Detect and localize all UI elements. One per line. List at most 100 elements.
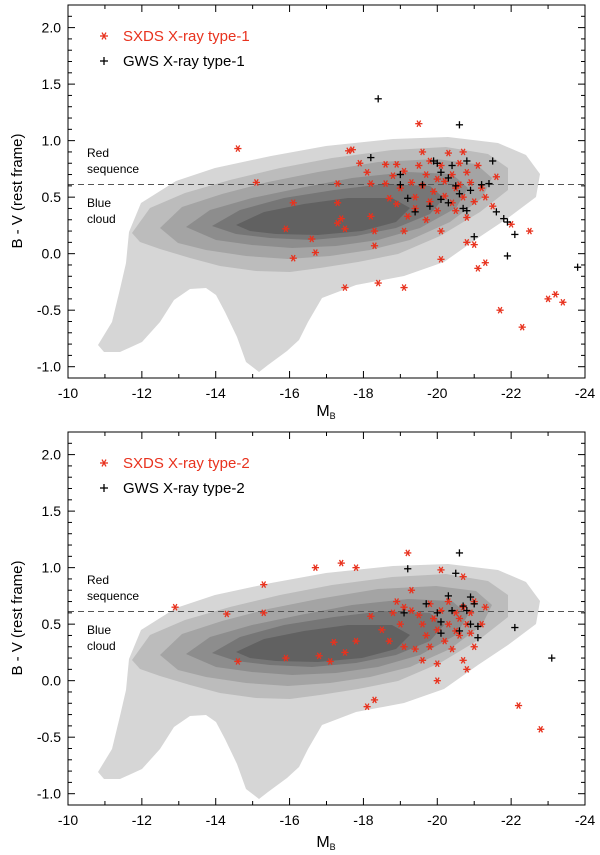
sxds-point xyxy=(289,254,297,262)
legend-label-sxds: SXDS X-ray type-1 xyxy=(123,28,250,45)
gws-point xyxy=(455,549,464,557)
sxds-point xyxy=(311,564,320,572)
sxds-point xyxy=(400,227,408,235)
sxds-point xyxy=(411,193,419,201)
sxds-point xyxy=(474,264,482,272)
gws-point xyxy=(444,592,452,600)
gws-point xyxy=(448,606,456,615)
sxds-point xyxy=(333,219,342,227)
sxds-point xyxy=(404,549,412,557)
gws-point xyxy=(503,252,512,260)
gws-point xyxy=(437,629,445,637)
sxds-point xyxy=(260,609,268,617)
x-tick-label: -16 xyxy=(279,812,299,828)
sxds-point xyxy=(470,241,478,249)
sxds-point xyxy=(444,620,452,628)
galaxy-density-contours xyxy=(98,564,540,799)
sxds-point xyxy=(455,632,464,639)
sxds-point xyxy=(441,177,449,185)
sxds-point xyxy=(381,160,390,168)
sxds-point xyxy=(429,188,438,195)
x-tick-label: -24 xyxy=(575,385,595,401)
sxds-point xyxy=(481,259,489,267)
x-tick-label: -18 xyxy=(353,385,373,401)
x-tick-label: -10 xyxy=(58,385,78,401)
x-tick-label: -22 xyxy=(501,385,521,401)
sxds-point xyxy=(393,160,401,168)
gws-point xyxy=(503,218,512,226)
sxds-point xyxy=(260,581,268,589)
sxds-point xyxy=(370,696,379,704)
sxds-point xyxy=(448,645,456,653)
gws-point xyxy=(455,121,464,129)
sxds-point xyxy=(415,611,423,619)
gws-point xyxy=(548,654,556,662)
legend-marker-sxds xyxy=(100,32,108,40)
sxds-point xyxy=(352,564,360,572)
sxds-point xyxy=(551,290,560,298)
y-tick-label: -1.0 xyxy=(37,359,61,375)
sxds-point xyxy=(363,703,371,711)
gws-point xyxy=(500,215,508,223)
sxds-point xyxy=(171,603,179,611)
sxds-point xyxy=(526,227,534,235)
gws-point xyxy=(470,233,478,241)
legend-marker-gws xyxy=(100,484,108,492)
sxds-point xyxy=(537,725,545,733)
gws-point xyxy=(426,202,434,210)
density-contour-level-6 xyxy=(236,625,410,662)
gws-point xyxy=(437,195,445,204)
y-tick-label: 1.0 xyxy=(42,560,62,576)
red-sequence-label-line1: Red xyxy=(87,573,109,587)
sxds-point xyxy=(400,284,408,292)
sxds-point xyxy=(455,159,464,167)
y-axis-title: B - V (rest frame) xyxy=(9,560,26,675)
sxds-point xyxy=(341,225,349,233)
y-tick-label: 0.0 xyxy=(42,246,62,262)
sxds-point xyxy=(407,586,416,594)
sxds-point xyxy=(470,198,478,206)
legend-asterisk-icon xyxy=(100,32,108,40)
sxds-point xyxy=(426,198,434,206)
sxds-point xyxy=(252,179,260,186)
sxds-point xyxy=(441,192,449,200)
y-tick-label: -0.5 xyxy=(37,302,61,318)
sxds-point xyxy=(311,249,320,256)
y-axis-title: B - V (rest frame) xyxy=(9,133,26,248)
gws-point xyxy=(396,181,404,189)
top-panel: -10 -12 -14 -16 -18 -20 -22 -24 -1.0 -0.5 0.0 0.5 1.… xyxy=(9,4,595,421)
gws-point xyxy=(367,153,375,162)
red-sequence-label-line1: Red xyxy=(87,146,109,160)
sxds-point xyxy=(407,179,416,186)
y-tick-label: 1.5 xyxy=(42,503,62,519)
legend-marker-gws xyxy=(100,57,108,65)
sxds-point xyxy=(418,148,427,156)
legend: SXDS X-ray type-2 GWS X-ray type-2 xyxy=(100,455,250,497)
legend-label-gws: GWS X-ray type-2 xyxy=(123,480,245,497)
sxds-point xyxy=(444,149,452,157)
x-tick-label: -14 xyxy=(206,385,226,401)
sxds-point xyxy=(337,559,345,567)
sxds-point xyxy=(433,207,441,215)
x-tick-label: -14 xyxy=(206,812,226,828)
density-contour-level-6 xyxy=(236,198,410,235)
sxds-point xyxy=(470,643,478,651)
scatter-markers xyxy=(171,549,556,733)
sxds-point xyxy=(418,620,427,628)
legend: SXDS X-ray type-1 GWS X-ray type-1 xyxy=(100,28,250,70)
sxds-point xyxy=(426,643,434,651)
sxds-point xyxy=(422,171,430,178)
y-tick-label: -0.5 xyxy=(37,729,61,745)
x-tick-label: -20 xyxy=(427,812,447,828)
sxds-point xyxy=(455,615,464,622)
sxds-point xyxy=(389,609,397,617)
gws-point xyxy=(478,181,486,189)
sxds-point xyxy=(282,654,290,662)
sxds-point xyxy=(367,212,375,220)
gws-point xyxy=(489,157,497,165)
gws-point xyxy=(492,208,500,216)
y-tick-label: 0.5 xyxy=(42,189,62,205)
y-tick-label: 2.0 xyxy=(42,20,62,36)
sxds-point xyxy=(466,629,475,637)
